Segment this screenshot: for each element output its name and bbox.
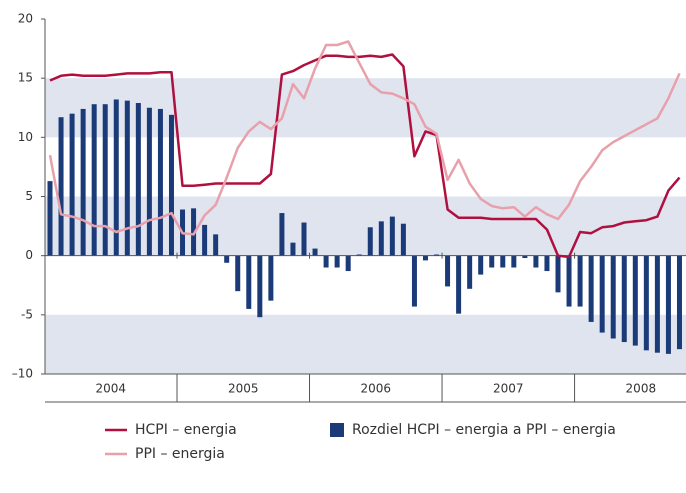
y-tick-label: –10 (12, 367, 33, 381)
x-tick-label: 2008 (626, 382, 657, 396)
bar (58, 117, 64, 256)
bar (456, 255, 462, 314)
bar (146, 107, 152, 256)
bar (301, 222, 307, 256)
bar (422, 255, 428, 261)
line (49, 53, 681, 259)
band (45, 196, 686, 256)
line (48, 40, 681, 236)
bar (522, 255, 528, 259)
y-tick-label: 15 (18, 71, 33, 85)
bar (654, 255, 660, 353)
legend-label: PPI – energia (135, 446, 225, 462)
legend-label: HCPI – energia (135, 422, 237, 438)
bar (478, 255, 484, 275)
bar (555, 255, 561, 293)
bar (599, 255, 605, 333)
bar (168, 114, 174, 256)
bar (610, 255, 616, 339)
bar (246, 255, 252, 309)
y-tick-label: 10 (18, 130, 33, 144)
bar (323, 255, 329, 268)
bar (257, 255, 263, 318)
bar (500, 255, 506, 268)
bar (533, 255, 539, 268)
bar (643, 255, 649, 351)
bar (389, 216, 395, 256)
bar (124, 100, 130, 256)
bar (312, 248, 318, 256)
bar (445, 255, 451, 287)
bar (632, 255, 638, 346)
bar (69, 113, 75, 256)
bar (356, 254, 362, 256)
y-tick-label: 20 (18, 12, 33, 26)
x-tick-label: 2004 (95, 382, 126, 396)
bar (213, 234, 219, 256)
bar (665, 255, 671, 354)
y-tick-label: -5 (21, 307, 33, 321)
bar (434, 254, 440, 256)
bar (290, 242, 296, 256)
bar (345, 255, 351, 272)
x-tick-label: 2005 (228, 382, 259, 396)
x-tick-label: 2006 (361, 382, 392, 396)
bar (378, 221, 384, 256)
bar (511, 255, 517, 268)
bar (676, 255, 682, 350)
bar (544, 255, 550, 272)
bar (91, 104, 97, 256)
bar (411, 255, 417, 307)
bar (102, 104, 108, 256)
bar (135, 103, 141, 256)
bar (279, 213, 285, 256)
band (45, 78, 686, 138)
x-tick-label: 2007 (493, 382, 524, 396)
legend-label: Rozdiel HCPI – energia a PPI – energia (352, 422, 616, 438)
bar (621, 255, 627, 343)
bar (400, 223, 406, 256)
bar (268, 255, 274, 301)
bar (489, 255, 495, 268)
bar (467, 255, 473, 289)
bar (80, 108, 86, 256)
bar (157, 108, 163, 256)
bar (367, 227, 373, 256)
bar (235, 255, 241, 292)
bar (224, 255, 230, 263)
bar (566, 255, 572, 307)
band (45, 314, 686, 374)
y-tick-label: 5 (25, 189, 33, 203)
bar (577, 255, 583, 307)
bar (47, 181, 53, 256)
legend-swatch (330, 423, 344, 437)
bar (202, 224, 208, 256)
y-tick-label: 0 (25, 248, 33, 262)
bar (113, 99, 119, 256)
bar (334, 255, 340, 268)
bar (588, 255, 594, 322)
